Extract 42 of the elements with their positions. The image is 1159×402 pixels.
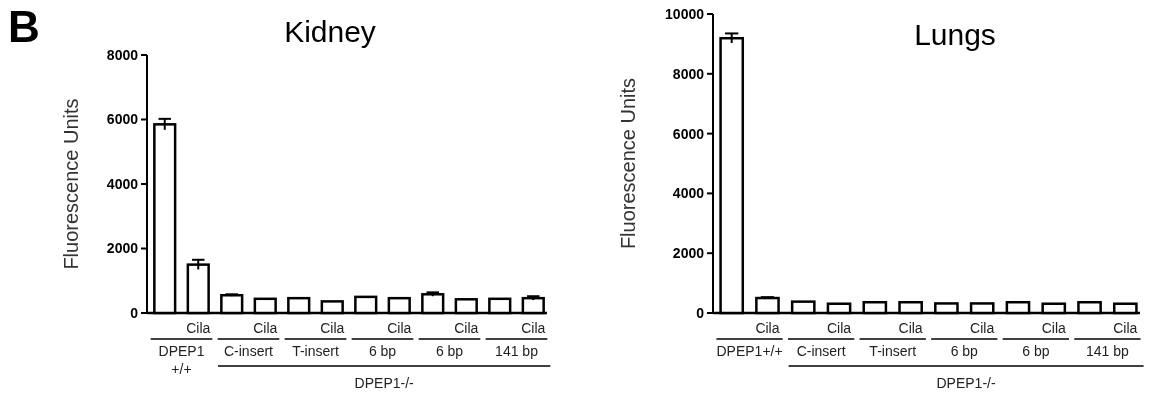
text: 6 bp (435, 343, 464, 359)
y-tick-label: 0 (130, 304, 139, 321)
text: T-insert (292, 343, 339, 359)
text: T-insert (869, 343, 917, 359)
text: B (8, 2, 40, 51)
x-tick-label: Cila (826, 320, 852, 336)
x-tick-label: Cila (970, 320, 995, 336)
chart-title: Lungs (914, 18, 996, 51)
y-tick-label: 10000 (665, 5, 705, 22)
y-axis-title: Fluorescence Units (60, 98, 82, 270)
x-tick-label: Cila (320, 320, 345, 336)
x-tick-label: Cila (898, 320, 923, 336)
y-tick-label: 8000 (106, 46, 139, 63)
y-tick-label: 2000 (672, 245, 705, 262)
y-tick-label: 6000 (672, 125, 705, 142)
text: 6 bp (368, 343, 397, 359)
text: C-insert (223, 343, 274, 359)
y-tick-label: 4000 (672, 185, 705, 202)
text: DPEP1+/+ (716, 343, 783, 359)
y-tick-label: 0 (696, 304, 705, 321)
text: 6 bp (950, 343, 979, 359)
text: C-insert (796, 343, 846, 359)
x-tick-label: Cila (755, 320, 780, 336)
y-axis-title: Fluorescence Units (617, 77, 639, 250)
y-tick-label: 8000 (672, 65, 705, 82)
x-tick-label: Cila (253, 320, 278, 336)
chart-title: Kidney (284, 15, 376, 48)
y-tick-label: 2000 (106, 240, 139, 257)
text: 6 bp (1022, 343, 1050, 359)
text: DPEP1-/- (354, 375, 415, 391)
x-tick-label: Cila (1041, 320, 1067, 336)
text: DPEP1 +/+ (158, 343, 205, 377)
text: DPEP1-/- (936, 375, 996, 391)
y-tick-label: 4000 (106, 175, 139, 192)
x-tick-label: Cila (186, 320, 211, 336)
x-tick-label: Cila (387, 320, 412, 336)
x-tick-label: Cila (1113, 320, 1138, 336)
x-tick-label: Cila (521, 320, 546, 336)
text: 141 bp (1086, 343, 1130, 359)
x-tick-label: Cila (454, 320, 479, 336)
y-tick-label: 6000 (106, 111, 139, 128)
text: 141 bp (495, 343, 539, 359)
